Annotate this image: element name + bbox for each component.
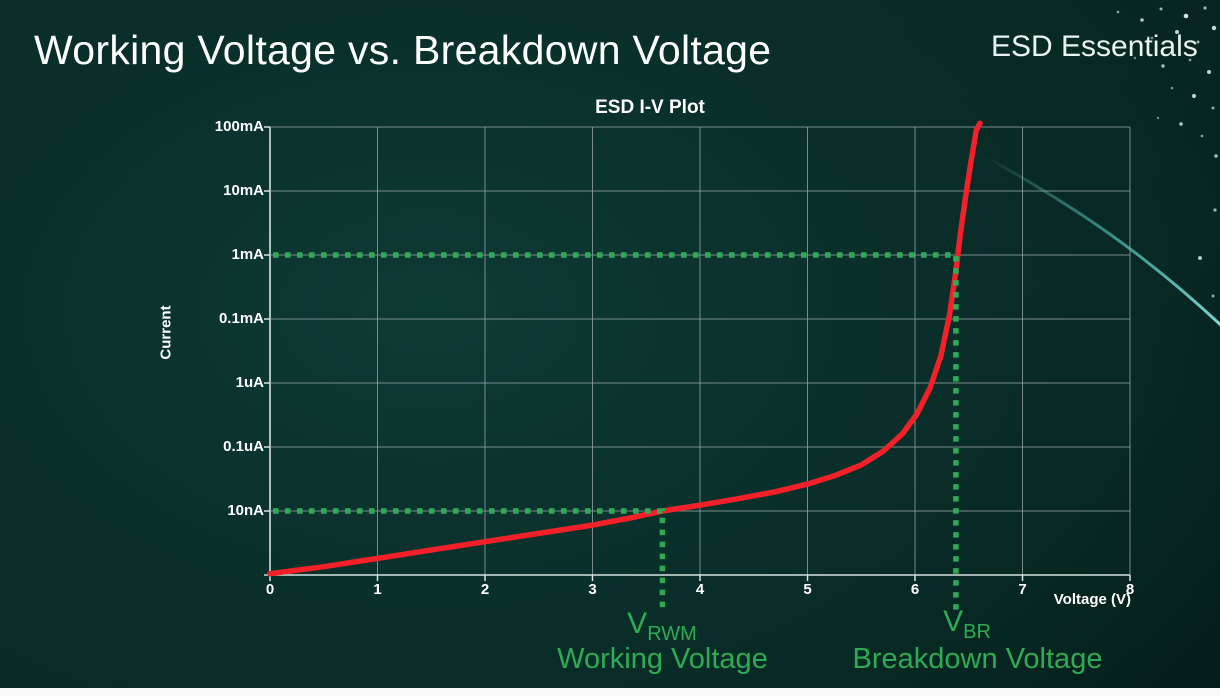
vbr-symbol: V (943, 605, 964, 638)
decorative-arc (983, 154, 1220, 327)
vrwm-subscript: RWM (647, 623, 697, 645)
working-voltage-caption: Working Voltage (557, 643, 768, 675)
vbr-subscript: BR (963, 621, 991, 643)
dotted-annotation-rwm (273, 508, 666, 610)
gridlines (264, 126, 1131, 581)
chart-title: ESD I-V Plot (595, 97, 705, 118)
iv-curve (267, 120, 983, 577)
bottom-white-strip (0, 688, 1220, 696)
slide-title: Working Voltage vs. Breakdown Voltage (34, 27, 772, 73)
vrwm-symbol: V (627, 607, 648, 640)
stars-decoration (1116, 6, 1218, 298)
vrwm-label: VRWM (597, 607, 727, 646)
x-axis-title: Voltage (V) (1053, 591, 1131, 608)
brand-text: ESD Essentials (991, 30, 1198, 63)
breakdown-voltage-caption: Breakdown Voltage (852, 643, 1103, 675)
vbr-label: VBR (902, 605, 1032, 644)
